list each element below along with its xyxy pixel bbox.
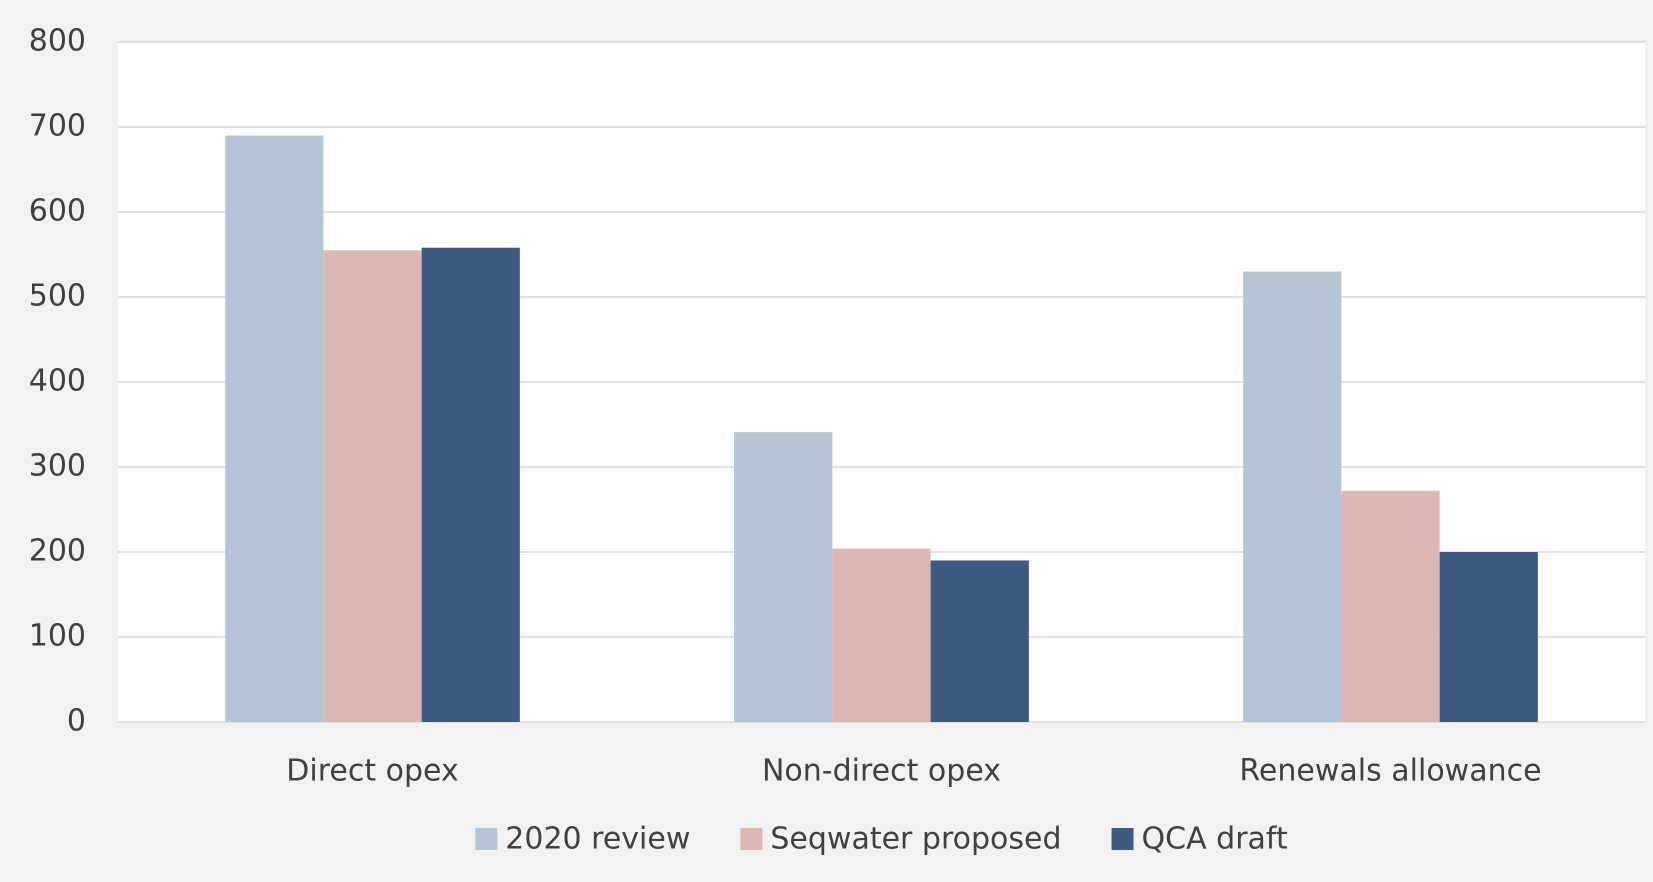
bar [930,560,1029,722]
legend-swatch [740,828,763,850]
legend-label: 2020 review [505,822,690,857]
y-tick-label: 700 [29,109,86,144]
y-tick-label: 800 [29,24,86,59]
legend-swatch [475,828,498,850]
bar [421,247,520,722]
y-tick-label: 400 [29,364,86,399]
y-tick-label: 0 [67,704,86,739]
y-tick-label: 500 [29,279,86,314]
x-tick-label: Renewals allowance [1239,754,1541,789]
legend-swatch [1111,828,1134,850]
bar [734,432,833,722]
bar [1341,490,1440,722]
bar [832,548,931,722]
legend-label: Seqwater proposed [770,822,1061,857]
x-tick-label: Direct opex [286,754,458,789]
bar [1243,271,1342,722]
bar [323,250,422,722]
x-tick-label: Non-direct opex [762,754,1001,789]
legend-label: QCA draft [1142,822,1288,857]
y-tick-label: 200 [29,534,86,569]
y-tick-label: 600 [29,194,86,229]
y-tick-label: 300 [29,449,86,484]
bar [1439,552,1538,722]
bar [225,135,324,722]
y-tick-label: 100 [29,619,86,654]
